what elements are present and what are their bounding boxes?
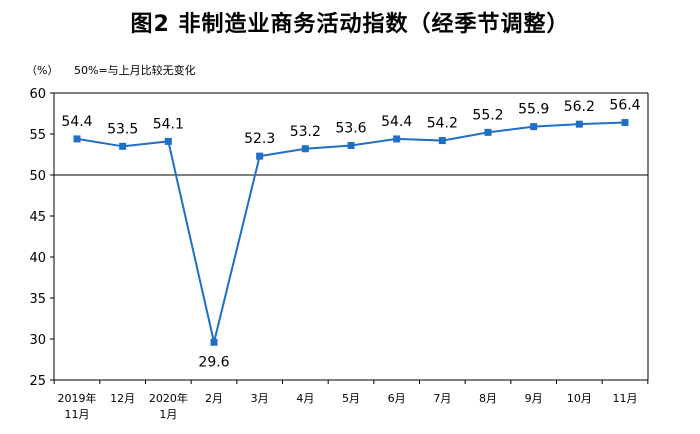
data-point (484, 128, 492, 136)
x-tick-label: 2月 (205, 392, 223, 405)
data-point (119, 142, 127, 150)
data-point (73, 135, 81, 143)
x-tick-label: 7月 (433, 392, 451, 405)
x-tick-label: 11月 (613, 392, 638, 405)
data-label: 53.5 (107, 121, 138, 137)
reference-note: 50%=与上月比较无变化 (74, 64, 196, 77)
y-tick-label: 45 (29, 210, 46, 225)
data-point (347, 141, 355, 149)
x-tick-label: 8月 (479, 392, 497, 405)
data-point (530, 123, 538, 131)
y-tick-label: 40 (29, 251, 46, 266)
x-tick-label: 12月 (110, 392, 135, 405)
data-point (256, 152, 264, 160)
x-tick-label: 4月 (296, 392, 314, 405)
chart-title: 图2 非制造业商务活动指数（经季节调整） (130, 12, 570, 37)
x-tick-label: 3月 (251, 392, 269, 405)
y-tick-label: 55 (29, 128, 46, 143)
x-tick-label: 5月 (342, 392, 360, 405)
y-unit-label: （%） (26, 64, 59, 77)
data-point (301, 145, 309, 153)
series-line (76, 121, 626, 343)
data-label: 55.2 (472, 107, 503, 123)
data-label: 53.6 (335, 120, 366, 136)
data-label: 29.6 (198, 354, 229, 370)
data-point (438, 137, 446, 145)
data-point (575, 120, 583, 128)
data-point (621, 119, 629, 127)
data-label: 52.3 (244, 131, 275, 147)
y-tick-label: 30 (29, 333, 46, 348)
x-tick-label: 10月 (567, 392, 592, 405)
y-tick-label: 50 (29, 169, 46, 184)
data-label: 55.9 (518, 102, 549, 118)
data-point (393, 135, 401, 143)
x-tick-label: 9月 (525, 392, 543, 405)
data-label: 56.2 (564, 99, 595, 115)
data-label: 54.2 (427, 116, 458, 132)
data-label: 54.4 (381, 114, 412, 130)
data-point (164, 137, 172, 145)
y-tick-label: 35 (29, 292, 46, 307)
x-tick-label: 2020年 1月 (149, 391, 188, 421)
data-point (210, 338, 218, 346)
data-label: 54.1 (153, 116, 184, 132)
x-tick-label: 6月 (388, 392, 406, 405)
data-label: 54.4 (61, 114, 92, 130)
data-label: 53.2 (290, 124, 321, 140)
y-tick-label: 25 (29, 374, 46, 389)
data-label: 56.4 (609, 98, 640, 114)
y-tick-label: 60 (29, 87, 46, 102)
x-tick-label: 2019年 11月 (58, 391, 97, 421)
